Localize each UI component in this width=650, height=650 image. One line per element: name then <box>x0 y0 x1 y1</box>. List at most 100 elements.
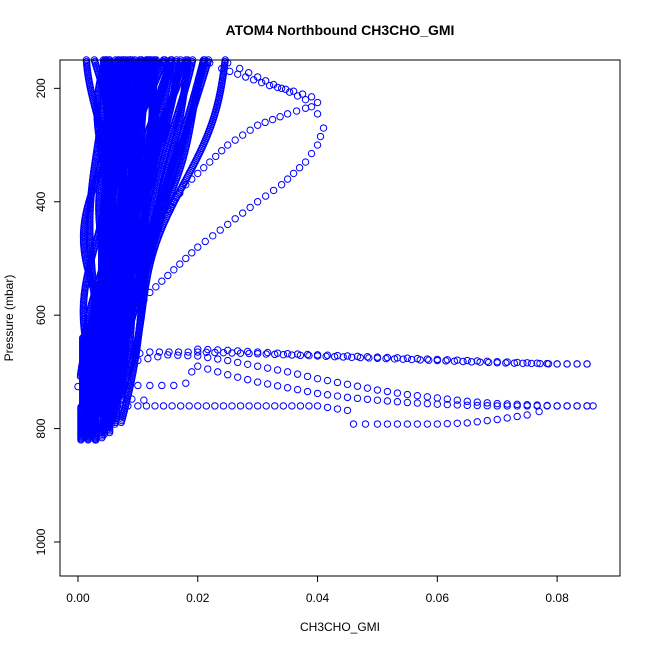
data-point <box>483 416 491 425</box>
data-point <box>403 354 412 362</box>
data-point <box>307 149 316 158</box>
data-point <box>273 349 282 357</box>
data-point <box>295 164 304 172</box>
data-point <box>423 420 432 428</box>
data-point <box>231 136 239 144</box>
data-point <box>262 350 270 358</box>
data-point <box>382 354 390 363</box>
data-point <box>563 360 571 368</box>
data-point <box>403 420 412 428</box>
data-point <box>235 64 244 73</box>
data-point <box>319 124 328 132</box>
data-point <box>322 352 330 361</box>
data-point <box>263 364 272 372</box>
data-point <box>214 368 222 376</box>
data-point <box>184 348 192 356</box>
data-point <box>305 351 313 360</box>
data-point <box>313 374 322 383</box>
data-point <box>277 181 286 189</box>
data-point <box>353 382 362 390</box>
data-point <box>503 402 511 410</box>
data-point <box>233 373 242 381</box>
data-point <box>276 113 284 121</box>
data-point <box>253 198 262 206</box>
data-point <box>313 110 322 118</box>
data-point <box>413 391 422 400</box>
data-point <box>216 226 224 234</box>
data-point <box>303 387 312 396</box>
data-point <box>463 356 471 365</box>
data-point <box>146 381 154 390</box>
data-point <box>493 399 501 408</box>
data-point <box>279 402 288 410</box>
data-point <box>253 378 262 386</box>
data-point <box>349 420 358 428</box>
data-point <box>146 348 154 356</box>
data-point <box>523 359 531 367</box>
data-point <box>170 266 178 274</box>
data-point <box>134 381 142 390</box>
data-point <box>164 271 172 280</box>
data-point <box>573 360 581 368</box>
data-point <box>553 402 561 410</box>
data-point <box>298 90 307 98</box>
data-point <box>253 348 262 356</box>
data-point <box>343 393 352 402</box>
data-point <box>493 357 501 366</box>
data-point <box>253 73 262 81</box>
data-point <box>473 357 481 365</box>
data-point <box>224 356 232 365</box>
data-point <box>303 350 312 359</box>
data-point <box>361 420 370 428</box>
data-point <box>313 98 322 107</box>
data-point <box>583 360 591 368</box>
data-point <box>453 396 461 404</box>
data-point <box>224 220 232 229</box>
data-point <box>423 399 432 408</box>
data-point <box>510 359 519 367</box>
data-point <box>363 353 372 361</box>
data-point <box>184 351 192 360</box>
data-point <box>204 365 212 373</box>
data-point <box>201 237 209 246</box>
data-point <box>393 354 402 362</box>
data-point <box>301 158 310 166</box>
data-point <box>463 419 471 427</box>
data-point <box>194 169 202 178</box>
data-point <box>373 396 382 404</box>
data-point <box>563 402 571 410</box>
data-point <box>182 254 190 263</box>
data-point <box>443 356 452 364</box>
data-point <box>158 381 166 390</box>
data-point <box>443 419 452 428</box>
data-point <box>463 401 471 410</box>
data-point <box>233 358 242 367</box>
data-point <box>413 420 422 428</box>
data-point <box>243 360 252 369</box>
data-point <box>293 350 302 358</box>
data-point <box>283 384 292 392</box>
data-point <box>393 420 402 428</box>
data-point <box>365 354 373 362</box>
data-point <box>433 355 442 364</box>
data-point <box>533 359 541 367</box>
data-point <box>238 209 247 217</box>
data-point <box>228 402 236 410</box>
data-point <box>403 398 412 407</box>
data-point <box>283 110 292 118</box>
data-point <box>202 402 211 410</box>
data-point <box>176 402 185 410</box>
data-point <box>214 355 222 363</box>
data-point <box>269 80 278 89</box>
data-point <box>209 232 217 240</box>
data-point <box>224 141 232 149</box>
data-point <box>313 351 322 359</box>
data-point <box>313 402 322 410</box>
data-point <box>413 354 422 363</box>
data-point <box>219 349 228 357</box>
data-point <box>573 402 581 410</box>
data-point <box>194 352 202 360</box>
data-point <box>253 402 262 410</box>
data-point <box>583 402 591 410</box>
data-point <box>283 368 292 376</box>
